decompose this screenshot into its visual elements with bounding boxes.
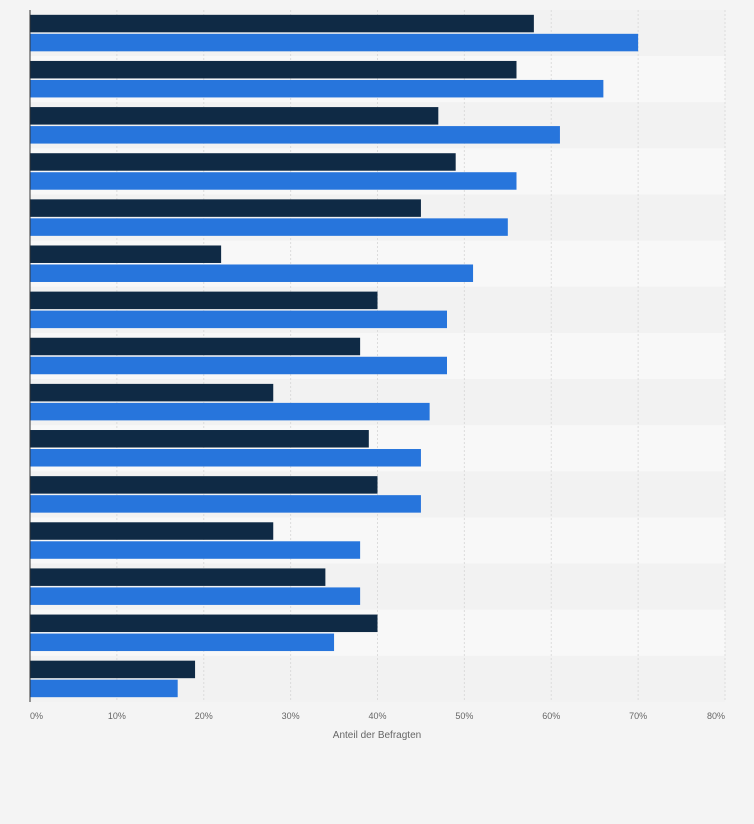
bar-series1-row8 — [30, 402, 430, 421]
x-tick-label-10: 10% — [108, 711, 126, 721]
bar-series0-row1 — [30, 60, 517, 79]
bar-series0-row7 — [30, 337, 361, 356]
bar-series0-row2 — [30, 107, 439, 125]
bar-series0-row5 — [30, 245, 222, 263]
x-tick-label-20: 20% — [195, 711, 213, 721]
bar-series1-row4 — [30, 218, 508, 236]
bar-series0-row8 — [30, 383, 274, 402]
x-tick-label-50: 50% — [455, 711, 473, 721]
bar-series0-row0 — [30, 14, 534, 33]
bar-series0-row10 — [30, 476, 378, 494]
bar-series0-row6 — [30, 291, 378, 310]
bar-series1-row10 — [30, 495, 421, 513]
bar-series0-row9 — [30, 430, 369, 448]
bar-series0-row11 — [30, 522, 274, 540]
bar-series0-row13 — [30, 614, 378, 633]
bar-series1-row0 — [30, 33, 639, 52]
bar-series1-row6 — [30, 310, 447, 329]
bar-series1-row14 — [30, 679, 178, 698]
bar-series1-row9 — [30, 449, 421, 467]
x-tick-labels: 0% 10% 20% 30% 40% 50% 60% 70% 80% — [30, 711, 725, 721]
x-tick-label-80: 80% — [707, 711, 725, 721]
bar-series1-row1 — [30, 79, 604, 98]
x-tick-label-40: 40% — [368, 711, 386, 721]
bar-series1-row5 — [30, 264, 474, 282]
x-tick-label-60: 60% — [542, 711, 560, 721]
bar-series1-row3 — [30, 172, 517, 190]
bars — [30, 14, 639, 698]
gridlines — [116, 10, 726, 702]
bar-series0-row12 — [30, 568, 326, 586]
bar-series1-row2 — [30, 126, 560, 144]
x-tick-label-70: 70% — [629, 711, 647, 721]
bar-series1-row13 — [30, 633, 335, 652]
bar-series1-row11 — [30, 541, 361, 559]
x-tick-label-0: 0% — [30, 711, 43, 721]
bar-series1-row12 — [30, 587, 361, 605]
bar-series0-row3 — [30, 153, 456, 171]
x-axis-label: Anteil der Befragten — [333, 730, 421, 741]
bar-series0-row14 — [30, 660, 196, 679]
bar-series1-row7 — [30, 356, 447, 375]
bar-series0-row4 — [30, 199, 421, 217]
x-tick-label-30: 30% — [282, 711, 300, 721]
